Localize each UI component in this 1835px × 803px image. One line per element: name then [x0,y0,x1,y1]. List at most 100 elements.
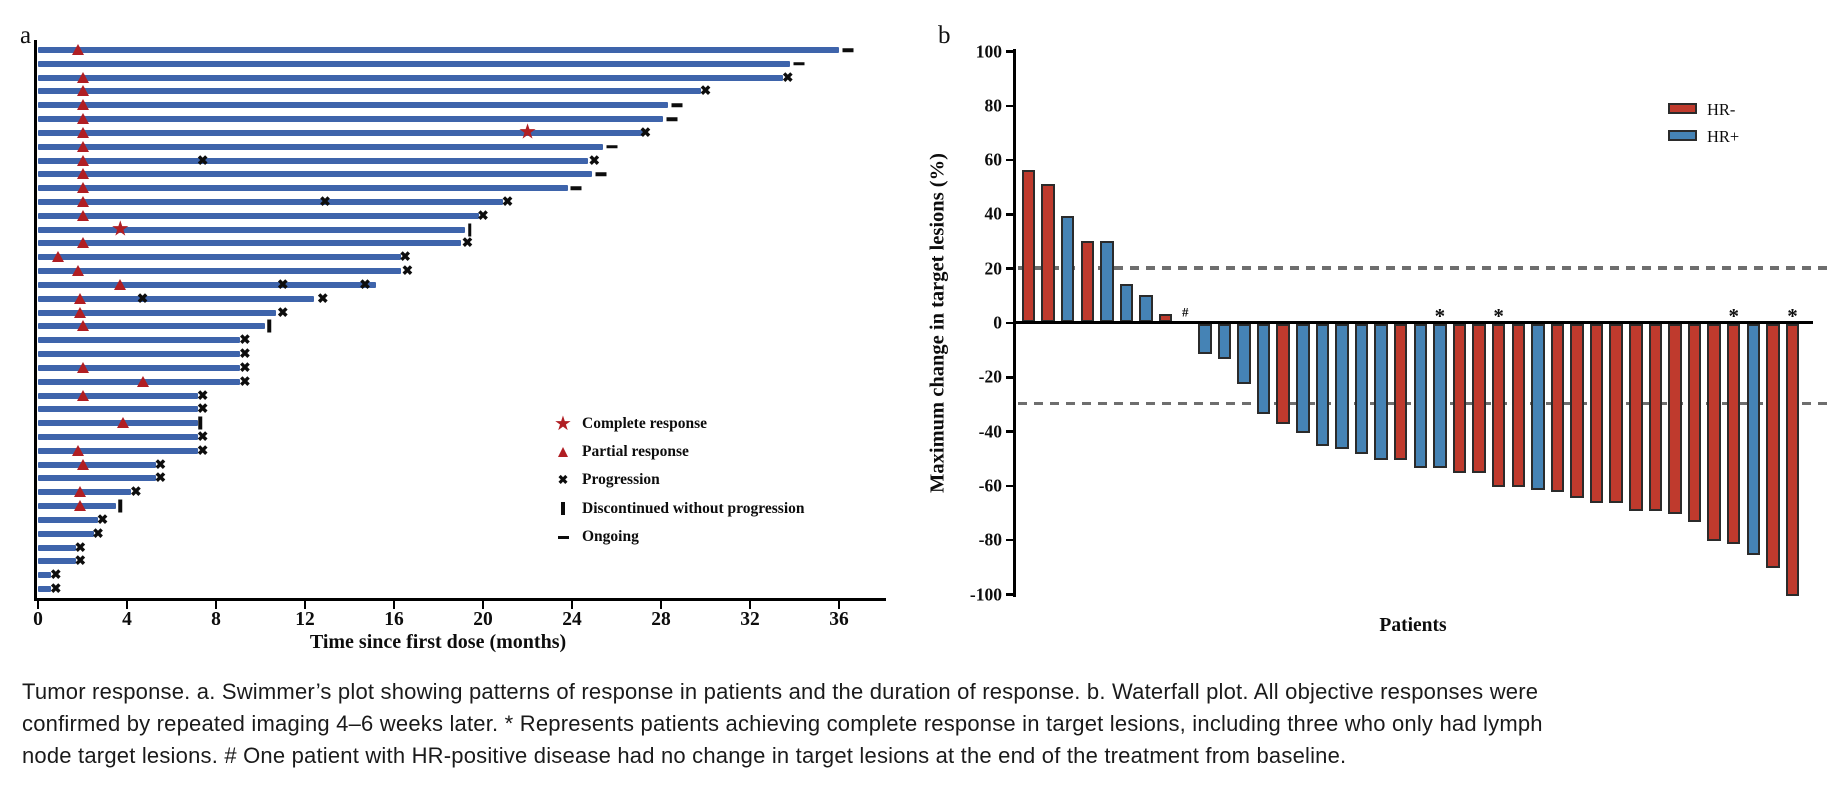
progression-x-icon: ✖ [96,511,109,527]
swimmer-x-tick-label: 36 [829,609,849,630]
swimmer-x-tick-label: 16 [384,609,404,630]
partial-response-triangle-icon [76,389,89,401]
cr-legend-marker: ★ [551,414,575,434]
progression-x-icon: ✖ [461,235,474,251]
swimmer-bar [38,392,199,399]
caption-line: confirmed by repeated imaging 4–6 weeks … [22,711,1543,736]
waterfall-bar [1687,324,1702,523]
partial-response-triangle-icon [558,446,568,457]
progression-x-icon: ✖ [399,249,411,265]
partial-response-triangle-icon [76,140,89,152]
waterfall-y-tick-label: -60 [978,475,1002,496]
complete-response-asterisk: * [1434,304,1446,328]
swimmer-x-tick [125,601,129,609]
waterfall-y-tick-label: 100 [975,41,1002,61]
discontinued-tick-icon [561,502,565,516]
ongoing-dash-icon [557,535,569,540]
waterfall-bar [1570,324,1584,498]
progression-x-icon: ✖ [317,290,329,306]
progression-x-icon: ✖ [196,401,209,417]
waterfall-y-tick [1006,593,1014,596]
waterfall-bar [1374,324,1388,460]
waterfall-legend-label: HR+ [1707,127,1740,146]
swimmer-x-axis-title: Time since first dose (months) [309,631,567,653]
swimmer-bar [38,199,504,206]
waterfall-bar [1491,324,1506,487]
swimmer-bar [38,461,156,468]
progression-x-icon: ✖ [699,83,712,99]
swimmer-bar [38,102,668,109]
swimmer-bar [38,572,52,579]
swimmer-x-tick [214,601,218,609]
swimmer-bar [38,295,314,302]
swimmer-x-tick-label: 32 [740,609,760,630]
swimmer-bar [38,558,76,565]
swimmer-bar [38,585,52,592]
waterfall-y-tick [1006,321,1014,325]
progression-x-icon: ✖ [319,194,331,210]
waterfall-bar [1217,324,1232,360]
progression-x-icon: ✖ [196,428,209,444]
waterfall-bar [1237,324,1251,384]
waterfall-y-tick-label: 80 [984,95,1003,116]
progression-x-icon: ✖ [196,152,209,168]
waterfall-legend-label: HR- [1707,100,1736,119]
swimmer-legend-label: Partial response [582,442,689,460]
complete-response-star-icon: ★ [110,216,130,241]
ongoing-dash-icon [842,48,854,52]
partial-response-triangle-icon [72,265,85,277]
waterfall-bar [1296,324,1310,433]
swimmer-x-tick [392,601,396,609]
progression-x-icon: ✖ [239,332,251,348]
partial-response-triangle-icon [76,154,89,166]
progression-x-icon: ✖ [277,304,289,320]
partial-response-triangle-icon [76,361,89,373]
waterfall-legend-swatch [1668,103,1697,114]
waterfall-bar [1726,324,1741,544]
progression-x-icon: ✖ [196,442,209,458]
swimmer-bar [38,254,401,261]
partial-response-triangle-icon [76,195,89,207]
swimmer-bar [38,143,604,150]
waterfall-bar [1119,283,1134,322]
progression-x-icon: ✖ [359,276,371,292]
swimmer-bar [38,74,784,81]
discontinued-tick-icon [118,499,123,513]
waterfall-bar [1452,324,1467,474]
swimmer-legend-label: Progression [582,471,660,489]
waterfall-y-tick [1006,538,1014,542]
waterfall-bar [1629,324,1643,512]
partial-response-triangle-icon [114,278,127,290]
progression-x-icon: ✖ [239,373,251,389]
progression-x-icon: ✖ [92,525,104,541]
partial-response-triangle-icon [72,444,85,456]
pr-legend-marker [551,446,575,457]
complete-response-star-icon: ★ [554,413,572,435]
progression-x-icon: ✖ [477,207,489,223]
waterfall-y-tick [1006,50,1014,53]
waterfall-x-axis-title: Patients [1379,615,1447,636]
waterfall-bar [1785,324,1800,596]
waterfall-bar [1139,294,1153,322]
swimmer-x-tick-label: 28 [651,609,671,630]
swimmer-x-tick [481,601,485,609]
swimmer-bar [38,47,839,53]
progression-x-icon: ✖ [154,456,167,472]
complete-response-asterisk: * [1787,304,1798,328]
progression-x-icon: ✖ [50,567,62,583]
swimmer-x-tick [748,601,752,609]
progression-x-icon: ✖ [782,69,794,85]
swimmer-bar [38,323,265,330]
partial-response-triangle-icon [76,85,89,97]
swimmer-x-tick-label: 8 [211,609,221,630]
waterfall-bar [1746,324,1761,555]
progression-x-icon: ✖ [277,276,289,292]
partial-response-triangle-icon [76,71,89,83]
waterfall-bar [1648,324,1663,512]
swimmer-bar [38,516,99,523]
ongoing-dash-icon [595,172,607,177]
waterfall-bar [1335,324,1349,449]
waterfall-bar [1041,183,1055,322]
swimmer-legend-item: Discontinued without progression [551,500,805,518]
swimmer-bar [38,212,479,219]
